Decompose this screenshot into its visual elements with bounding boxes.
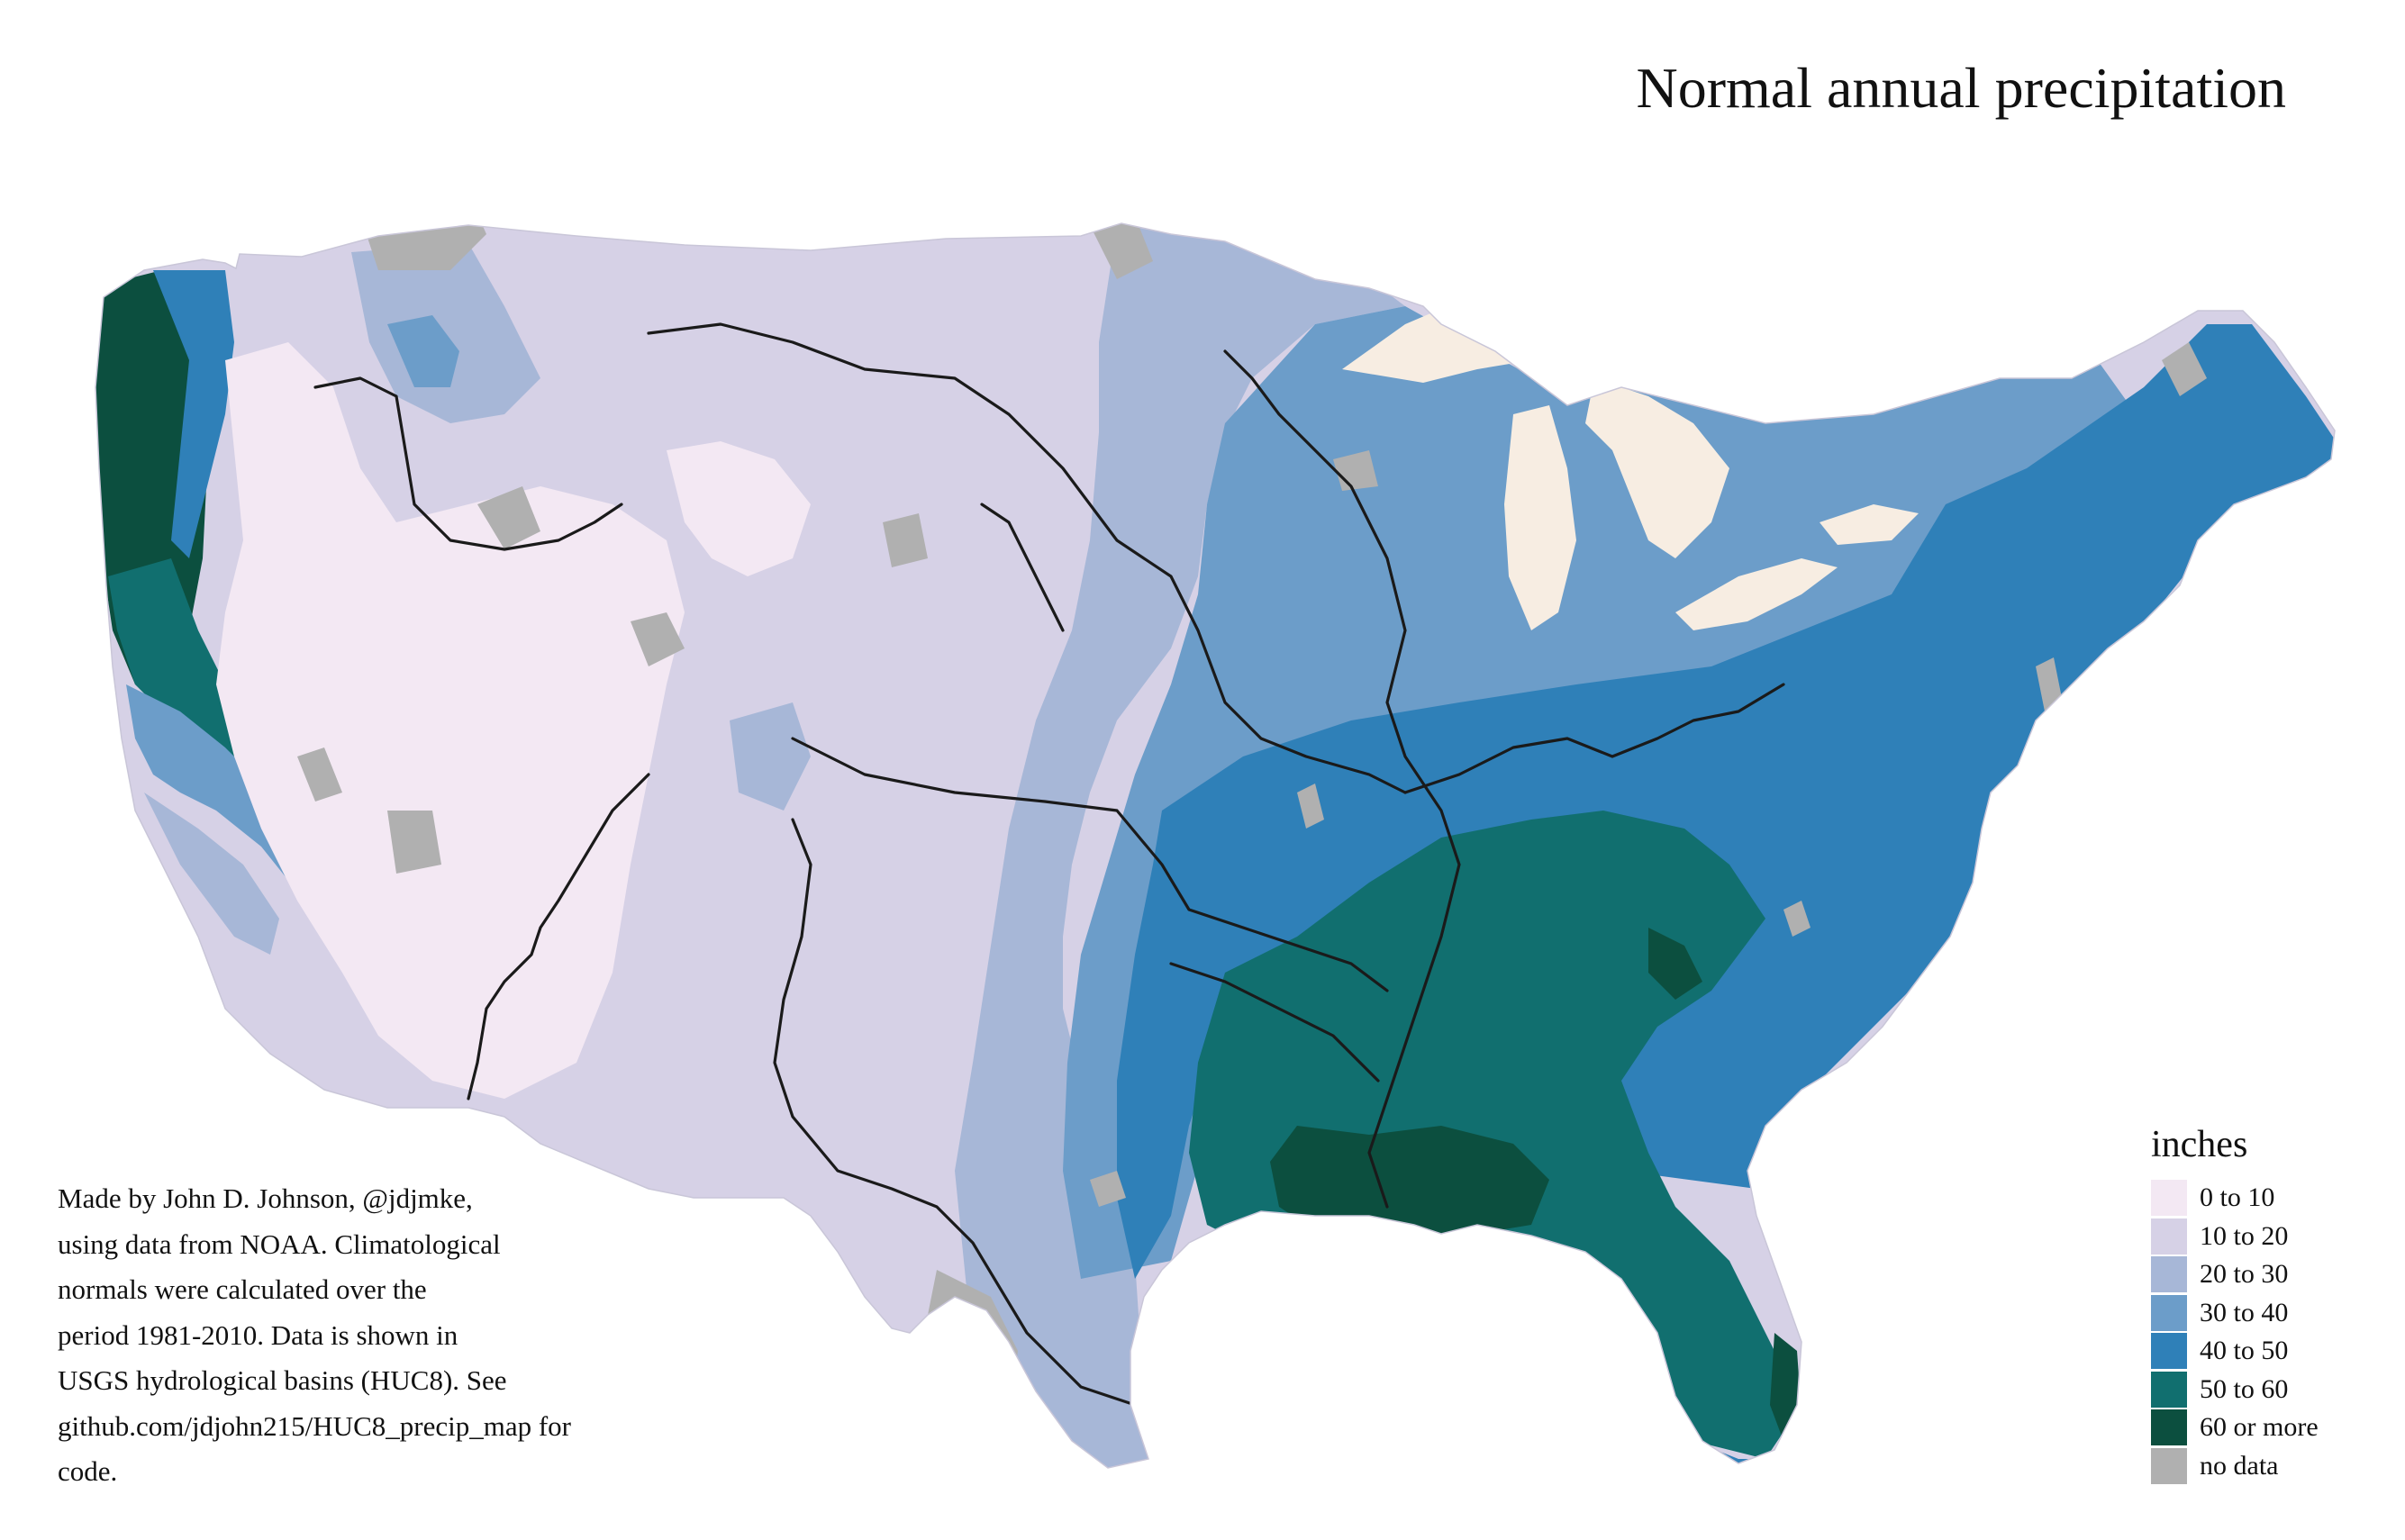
legend-label: 30 to 40 [2200, 1297, 2289, 1327]
platte-river [980, 503, 1065, 632]
band-40-50-pnw [153, 270, 234, 558]
legend-item-0-10: 0 to 10 [2151, 1179, 2376, 1218]
ohio-river [1403, 683, 1785, 794]
legend-item-10-20: 10 to 20 [2151, 1218, 2376, 1256]
credit-line: period 1981-2010. Data is shown in [58, 1318, 458, 1351]
colorado-river [467, 773, 650, 1101]
credit-line: normals were calculated over the [58, 1273, 427, 1305]
major-rivers [313, 322, 1785, 1407]
band-20-30-colorado [730, 702, 811, 811]
legend-swatch [2151, 1180, 2187, 1217]
legend-swatch [2151, 1333, 2187, 1370]
map-title: Normal annual precipitation [1636, 56, 2286, 120]
legend-label: 10 to 20 [2200, 1220, 2289, 1251]
legend-item-no-data: no data [2151, 1447, 2376, 1486]
band-0-10-great-basin [216, 342, 685, 1099]
legend-swatch [2151, 1294, 2187, 1331]
legend-item-40-50: 40 to 50 [2151, 1332, 2376, 1371]
legend-label: 20 to 30 [2200, 1259, 2289, 1290]
mississippi-river [1223, 349, 1461, 1209]
lake-erie [1675, 558, 1838, 630]
band-60-plus-mountains [1648, 928, 1702, 1000]
legend-label: 50 to 60 [2200, 1373, 2289, 1404]
band-0-10-wyoming [667, 441, 811, 576]
land-outline [95, 222, 2336, 1469]
lake-ontario [1820, 504, 1919, 545]
legend-label: 60 or more [2200, 1412, 2319, 1443]
legend-item-60-plus: 60 or more [2151, 1409, 2376, 1447]
columbia-river [313, 376, 623, 551]
lake-huron [1585, 378, 1729, 558]
legend-item-50-60: 50 to 60 [2151, 1371, 2376, 1409]
legend-item-30-40: 30 to 40 [2151, 1294, 2376, 1333]
lake-michigan [1504, 405, 1576, 630]
legend-label: 0 to 10 [2200, 1182, 2275, 1213]
band-20-30 [937, 225, 1405, 1468]
legend-label: 40 to 50 [2200, 1336, 2289, 1366]
band-30-40-rockies [387, 315, 459, 387]
legend-swatch [2151, 1447, 2187, 1484]
band-60-plus-gulf [1270, 1126, 1549, 1252]
credit-text: Made by John D. Johnson, @jdjmke, using … [58, 1176, 688, 1495]
credit-line: Made by John D. Johnson, @jdjmke, [58, 1182, 473, 1214]
legend: inches 0 to 10 10 to 20 20 to 30 30 to 4… [2151, 1123, 2376, 1485]
missouri-river [647, 322, 1407, 794]
legend-swatch [2151, 1256, 2187, 1293]
legend-swatch [2151, 1218, 2187, 1255]
rio-grande [773, 818, 1137, 1407]
band-20-30-california [144, 793, 279, 955]
credit-line: code. [58, 1455, 118, 1487]
band-50-60-pnw [108, 558, 243, 775]
legend-title: inches [2151, 1124, 2248, 1165]
credit-line: github.com/jdjohn215/HUC8_precip_map for [58, 1409, 571, 1442]
legend-label: no data [2200, 1450, 2279, 1481]
credit-line: using data from NOAA. Climatological [58, 1227, 501, 1260]
red-river [1169, 962, 1380, 1083]
legend-item-20-30: 20 to 30 [2151, 1255, 2376, 1294]
legend-swatch [2151, 1409, 2187, 1446]
legend-swatch [2151, 1371, 2187, 1408]
credit-line: USGS hydrological basins (HUC8). See [58, 1364, 507, 1396]
arkansas-river [791, 737, 1389, 992]
